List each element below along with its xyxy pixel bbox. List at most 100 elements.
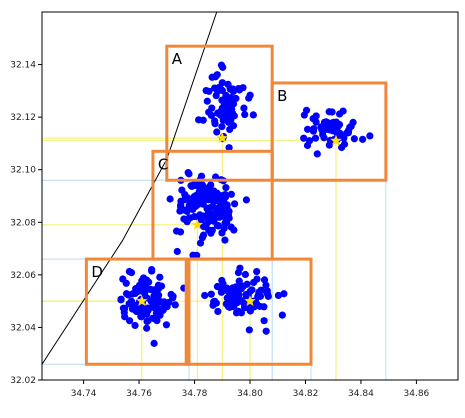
data-point-185 [173,247,181,256]
data-point-297 [224,211,232,219]
data-point-70 [217,61,226,69]
data-point-128 [338,132,346,141]
data-point-116 [366,132,374,140]
data-point-360 [117,295,125,303]
region-labels: A B C D [91,50,287,281]
x-tick-label-2: 34.78 [182,389,208,399]
data-point-395 [133,287,141,295]
data-point-266 [207,229,215,237]
x-tick-label-1: 34.76 [126,389,152,399]
data-point-494 [217,284,225,292]
data-point-383 [127,269,136,277]
data-point-375 [154,281,163,289]
data-point-236 [183,207,191,215]
y-axis-ticks: 32.02 32.04 32.06 32.08 32.10 32.12 32.14 [10,61,42,386]
data-point-472 [260,276,269,284]
data-point-139 [346,123,354,131]
data-point-480 [224,302,232,311]
data-point-73 [221,103,229,111]
data-point-382 [171,301,179,309]
data-point-324 [131,321,139,330]
data-point-488 [231,288,239,296]
data-point-113 [300,134,308,142]
data-point-149 [332,118,340,126]
data-point-397 [157,305,165,313]
data-point-399 [143,317,151,326]
region-box-B [270,81,388,182]
data-point-254 [219,206,227,214]
data-point-137 [312,118,320,126]
data-point-241 [199,231,208,239]
data-point-208 [189,251,197,259]
boundary-polyline [41,11,218,365]
data-point-432 [250,278,258,287]
y-tick-label-2: 32.06 [10,271,36,281]
data-point-455 [207,290,215,298]
x-tick-label-4: 34.82 [293,389,319,399]
data-point-325 [121,313,129,321]
data-point-265 [221,236,229,244]
data-point-79 [226,125,234,134]
data-point-258 [178,186,186,194]
region-boxes [84,44,388,366]
data-point-354 [147,285,155,294]
data-point-60 [205,87,213,95]
region-label-A: A [172,50,183,68]
data-point-388 [156,311,164,319]
data-point-124 [311,134,320,142]
data-point-62 [229,85,237,93]
data-point-279 [180,215,188,223]
centroid-star-2 [191,218,203,230]
data-point-326 [162,321,171,329]
data-point-497 [263,289,271,297]
data-point-77 [222,94,230,102]
data-point-415 [201,291,209,300]
data-point-369 [148,265,156,274]
data-point-117 [359,135,367,143]
data-point-483 [214,307,222,316]
data-point-290 [194,200,202,209]
data-point-467 [241,304,249,312]
data-point-17 [203,97,211,105]
data-point-230 [177,202,185,211]
data-point-462 [223,284,231,292]
data-point-381 [150,304,159,312]
data-points [117,61,374,347]
data-point-78 [217,111,225,119]
data-point-123 [335,110,344,118]
data-point-329 [156,273,164,281]
region-label-B: B [277,87,287,105]
region-label-D: D [91,263,103,281]
data-point-74 [213,128,221,136]
data-point-486 [239,282,247,290]
data-point-20 [212,91,220,100]
data-point-384 [143,324,151,332]
data-point-135 [300,111,308,119]
region-box-unlabeled-4 [184,257,313,366]
x-tick-label-5: 34.84 [348,389,374,399]
data-point-100 [313,150,321,158]
centroid-star-1 [330,134,342,146]
data-point-45 [218,123,226,131]
data-point-287 [210,217,218,225]
data-point-64 [208,104,216,112]
data-point-433 [253,267,261,276]
data-point-72 [211,84,219,92]
data-point-293 [208,189,216,198]
data-point-75 [241,110,249,119]
data-point-231 [166,195,174,203]
data-point-378 [169,294,177,302]
data-point-408 [278,311,286,319]
data-point-56 [239,84,247,92]
centroid-star-0 [216,132,228,143]
data-point-222 [222,184,230,192]
data-point-163 [231,200,239,208]
data-point-379 [126,317,134,325]
y-tick-label-4: 32.10 [10,166,36,176]
data-point-114 [303,141,312,150]
data-point-247 [195,188,203,196]
data-point-489 [210,298,218,306]
data-point-452 [234,307,243,315]
data-point-490 [235,277,243,285]
data-point-358 [119,304,128,312]
